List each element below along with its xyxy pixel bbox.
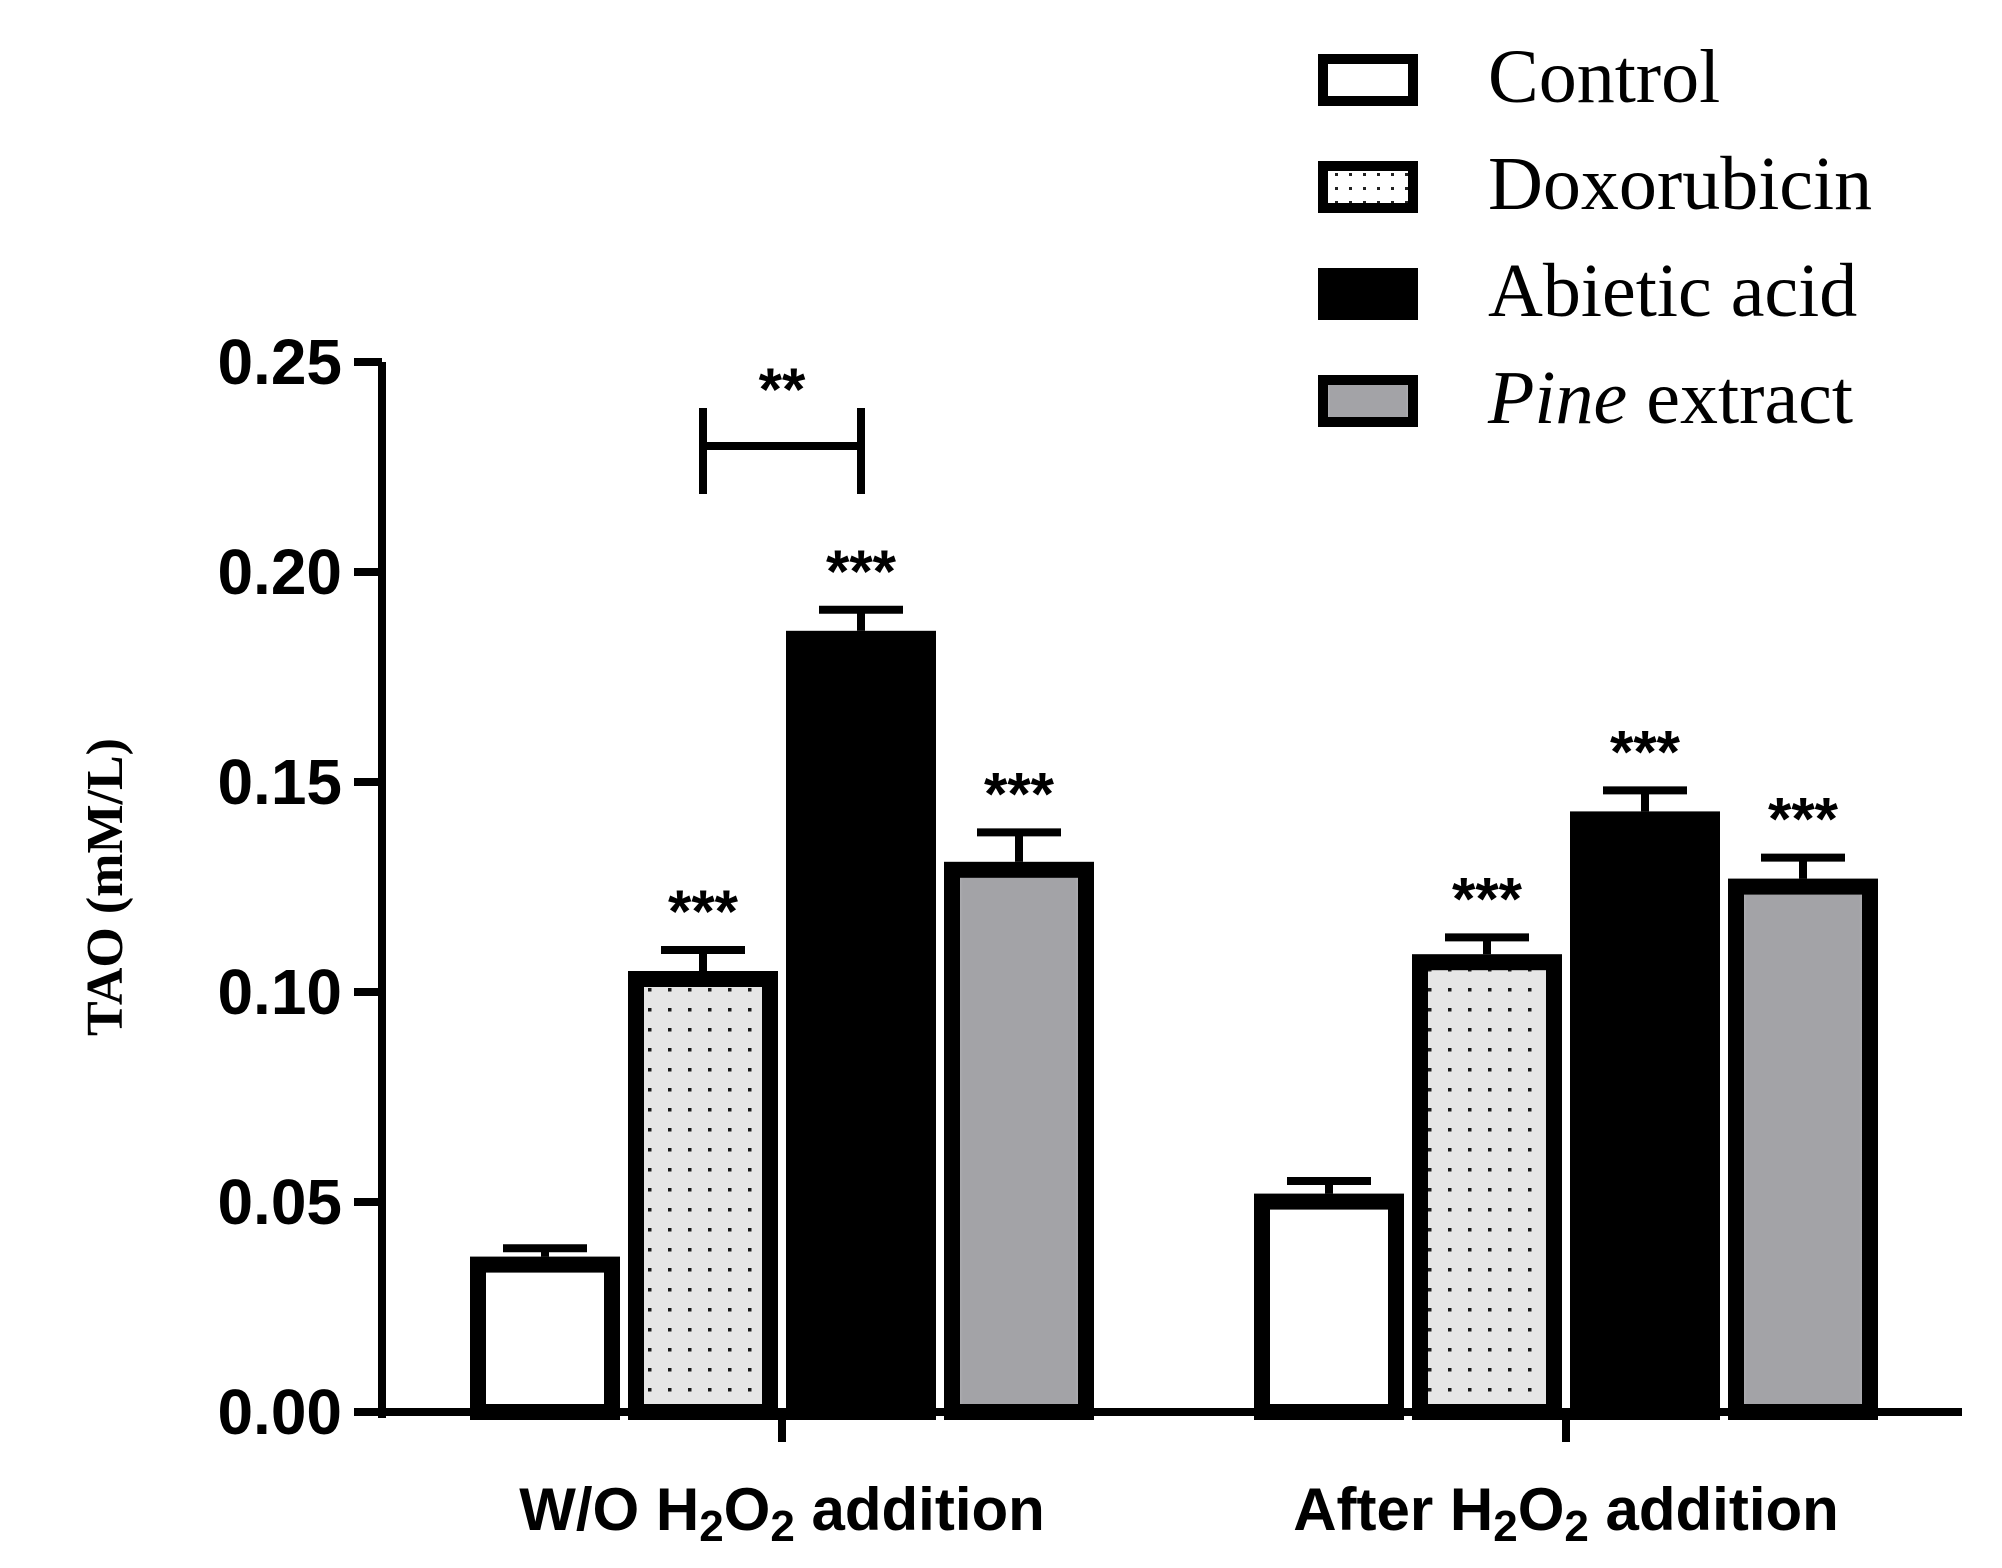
legend-label: Doxorubicin bbox=[1488, 142, 1872, 226]
legend-item: Control bbox=[1318, 35, 1720, 119]
legend-item: Abietic acid bbox=[1318, 249, 1857, 333]
axes: 0.00 0.05 0.10 0.15 0.20 0.25 TAO (mM/L) W/O H2… bbox=[77, 326, 1962, 1551]
bar-black bbox=[786, 630, 936, 1420]
y-tick-label: 0.15 bbox=[217, 746, 342, 818]
bar-dotted bbox=[628, 971, 778, 1420]
bar-white bbox=[1254, 1193, 1404, 1420]
legend-swatch bbox=[1318, 54, 1418, 106]
legend-swatch bbox=[1318, 268, 1418, 320]
bar-white bbox=[470, 1256, 620, 1420]
legend-item: Pine extract bbox=[1318, 356, 1853, 440]
legend-item: Doxorubicin bbox=[1318, 142, 1872, 226]
significance-stars: *** bbox=[668, 878, 739, 945]
legend-swatch bbox=[1318, 375, 1418, 427]
legend: Control Doxorubicin Abietic acid Pine extra… bbox=[1318, 35, 1872, 440]
bar-dotted bbox=[1412, 954, 1562, 1420]
bracket-label: ** bbox=[759, 356, 806, 423]
y-tick-label: 0.20 bbox=[217, 536, 342, 608]
annotations: ******************** bbox=[668, 356, 1839, 945]
legend-swatch bbox=[1318, 161, 1418, 213]
legend-label: Control bbox=[1488, 35, 1720, 119]
y-tick-label: 0.00 bbox=[217, 1376, 342, 1448]
x-tick-label: W/O H2O2 addition bbox=[519, 1476, 1045, 1551]
significance-stars: *** bbox=[1452, 865, 1523, 932]
bar-gray bbox=[944, 861, 1094, 1420]
legend-label: Abietic acid bbox=[1488, 249, 1857, 333]
legend-label: Pine extract bbox=[1487, 356, 1853, 440]
significance-stars: *** bbox=[984, 760, 1055, 827]
x-tick-label: After H2O2 addition bbox=[1293, 1476, 1839, 1551]
significance-stars: *** bbox=[826, 538, 897, 605]
bar-gray bbox=[1728, 878, 1878, 1420]
significance-stars: *** bbox=[1768, 786, 1839, 853]
y-axis-label: TAO (mM/L) bbox=[77, 738, 134, 1036]
bar-black bbox=[1570, 811, 1720, 1420]
y-tick-label: 0.10 bbox=[217, 956, 342, 1028]
bars bbox=[470, 605, 1878, 1420]
significance-stars: *** bbox=[1610, 718, 1681, 785]
y-tick-label: 0.05 bbox=[217, 1166, 342, 1238]
y-tick-label: 0.25 bbox=[217, 326, 342, 398]
